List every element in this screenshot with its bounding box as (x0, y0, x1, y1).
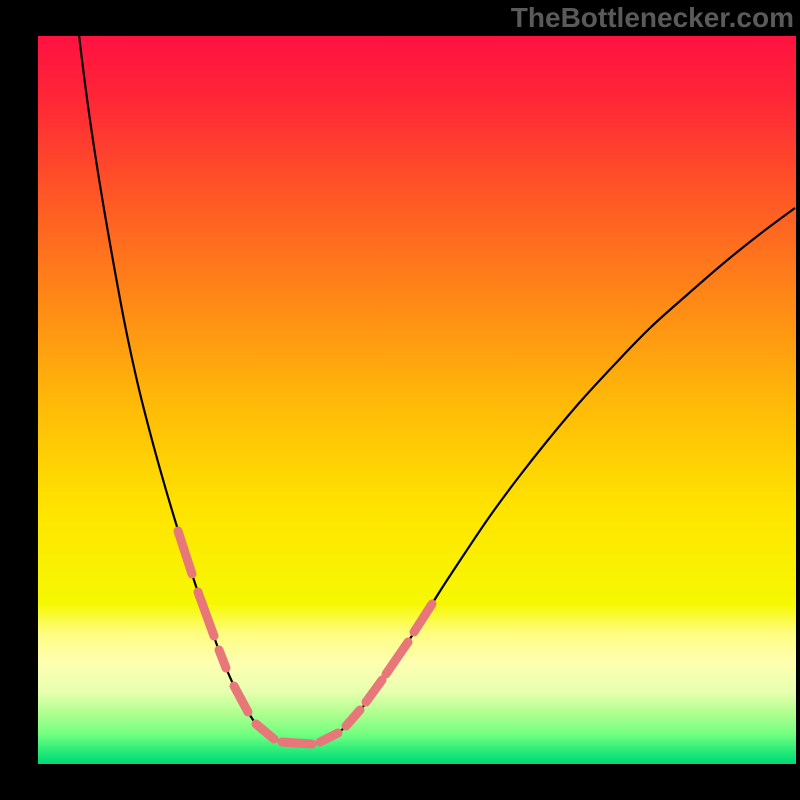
gradient-background (38, 36, 796, 764)
dash-segment (282, 742, 312, 744)
watermark-text: TheBottlenecker.com (511, 2, 794, 34)
chart-container: TheBottlenecker.com (0, 0, 800, 800)
plot-area (38, 36, 796, 764)
plot-svg (38, 36, 796, 764)
